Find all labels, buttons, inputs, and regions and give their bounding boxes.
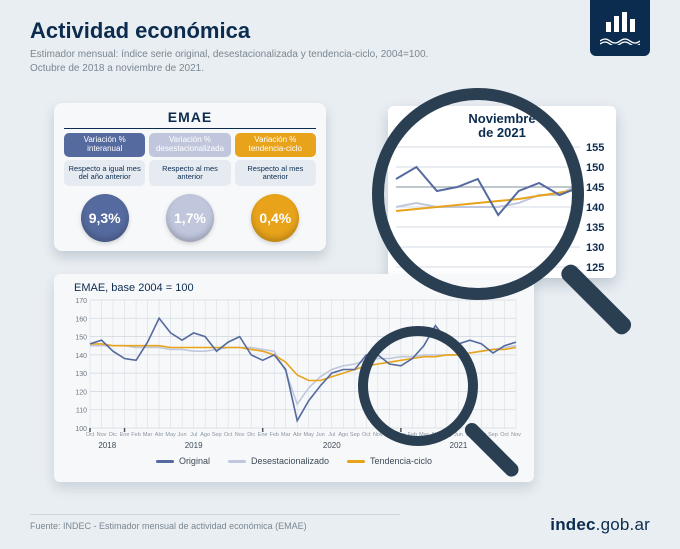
emae-title: EMAE (64, 109, 316, 129)
svg-text:Oct: Oct (86, 432, 95, 438)
svg-text:160: 160 (75, 316, 87, 323)
svg-text:150: 150 (75, 335, 87, 342)
svg-text:Nov: Nov (97, 432, 107, 438)
main-chart-panel: EMAE, base 2004 = 100 100110120130140150… (54, 274, 534, 482)
svg-text:125: 125 (586, 262, 604, 273)
zoom-title: Noviembre de 2021 (388, 106, 616, 143)
svg-text:Feb: Feb (408, 432, 417, 438)
svg-text:Sep: Sep (350, 432, 360, 438)
indec-logo-badge (590, 0, 650, 56)
header: Actividad económica Estimador mensual: í… (0, 0, 680, 79)
zoom-panel: Noviembre de 2021 125 130 135 140 145 150 155 (388, 106, 616, 278)
main-chart-title: EMAE, base 2004 = 100 (74, 282, 522, 294)
legend-deseason: Desestacionalizado (228, 456, 329, 466)
svg-text:Dic: Dic (385, 432, 393, 438)
svg-text:Feb: Feb (131, 432, 140, 438)
svg-text:Abr: Abr (155, 432, 164, 438)
page-title: Actividad económica (30, 18, 650, 44)
subchip-deseason: Respecto al mes anterior (149, 160, 230, 186)
svg-text:Jul: Jul (466, 432, 473, 438)
svg-text:Oct: Oct (224, 432, 233, 438)
svg-text:Ago: Ago (477, 432, 487, 438)
svg-text:May: May (165, 432, 176, 438)
svg-text:130: 130 (75, 371, 87, 378)
svg-text:Sep: Sep (488, 432, 498, 438)
svg-text:Jul: Jul (328, 432, 335, 438)
svg-text:120: 120 (75, 389, 87, 396)
svg-text:145: 145 (586, 182, 604, 194)
svg-text:Mar: Mar (143, 432, 153, 438)
svg-text:May: May (442, 432, 453, 438)
svg-text:140: 140 (75, 353, 87, 360)
svg-text:Jun: Jun (316, 432, 325, 438)
subchip-interanual: Respecto a igual mes del año anterior (64, 160, 145, 186)
svg-text:Oct: Oct (500, 432, 509, 438)
wave-icon (600, 37, 640, 45)
svg-text:Mar: Mar (419, 432, 429, 438)
emae-col-trend: Variación % tendencia-ciclo Respecto al … (235, 133, 316, 242)
svg-text:Jun: Jun (178, 432, 187, 438)
svg-text:Jun: Jun (454, 432, 463, 438)
emae-col-interanual: Variación % interanual Respecto a igual … (64, 133, 145, 242)
svg-text:Ene: Ene (396, 432, 406, 438)
svg-text:170: 170 (75, 298, 87, 305)
svg-text:Ene: Ene (258, 432, 268, 438)
subtitle-line-1: Estimador mensual: índice serie original… (30, 49, 428, 60)
zoom-plot: 125 130 135 140 145 150 155 (388, 143, 616, 273)
svg-text:110: 110 (76, 408, 87, 415)
emae-card: EMAE Variación % interanual Respecto a i… (54, 103, 326, 251)
svg-text:Dic: Dic (247, 432, 255, 438)
svg-text:Nov: Nov (373, 432, 383, 438)
chip-interanual: Variación % interanual (64, 133, 145, 157)
svg-text:Ago: Ago (200, 432, 210, 438)
site-url: indec.gob.ar (550, 515, 650, 535)
svg-text:Sep: Sep (212, 432, 222, 438)
main-chart-plot: 100110120130140150160170OctNovDicEneFebM… (66, 296, 522, 454)
chart-legend: Original Desestacionalizado Tendencia-ci… (66, 456, 522, 466)
svg-text:Oct: Oct (362, 432, 371, 438)
svg-text:2019: 2019 (185, 441, 203, 450)
svg-text:May: May (304, 432, 315, 438)
bar-chart-icon (604, 12, 636, 34)
svg-text:Dic: Dic (109, 432, 117, 438)
value-interanual: 9,3% (81, 194, 129, 242)
chip-deseason: Variación % desestacionalizada (149, 133, 230, 157)
svg-text:135: 135 (586, 222, 604, 234)
svg-text:Mar: Mar (281, 432, 291, 438)
svg-text:Jul: Jul (190, 432, 197, 438)
svg-text:2020: 2020 (323, 441, 341, 450)
svg-text:155: 155 (586, 143, 604, 154)
value-trend: 0,4% (251, 194, 299, 242)
page-subtitle: Estimador mensual: índice serie original… (30, 48, 650, 75)
svg-text:Nov: Nov (235, 432, 245, 438)
svg-text:Abr: Abr (293, 432, 302, 438)
svg-text:Feb: Feb (269, 432, 278, 438)
legend-trend: Tendencia-ciclo (347, 456, 432, 466)
svg-text:140: 140 (586, 202, 604, 214)
source-note: Fuente: INDEC - Estimador mensual de act… (30, 514, 400, 531)
svg-text:Abr: Abr (431, 432, 440, 438)
svg-text:Nov: Nov (511, 432, 521, 438)
legend-original: Original (156, 456, 210, 466)
svg-text:130: 130 (586, 242, 604, 254)
chip-trend: Variación % tendencia-ciclo (235, 133, 316, 157)
svg-text:2021: 2021 (450, 441, 468, 450)
svg-text:Ago: Ago (338, 432, 348, 438)
emae-col-deseason: Variación % desestacionalizada Respecto … (149, 133, 230, 242)
value-deseason: 1,7% (166, 194, 214, 242)
svg-text:150: 150 (586, 162, 604, 174)
subtitle-line-2: Octubre de 2018 a noviembre de 2021. (30, 63, 204, 74)
svg-text:Ene: Ene (120, 432, 130, 438)
subchip-trend: Respecto al mes anterior (235, 160, 316, 186)
emae-columns: Variación % interanual Respecto a igual … (64, 133, 316, 242)
svg-text:2018: 2018 (98, 441, 116, 450)
